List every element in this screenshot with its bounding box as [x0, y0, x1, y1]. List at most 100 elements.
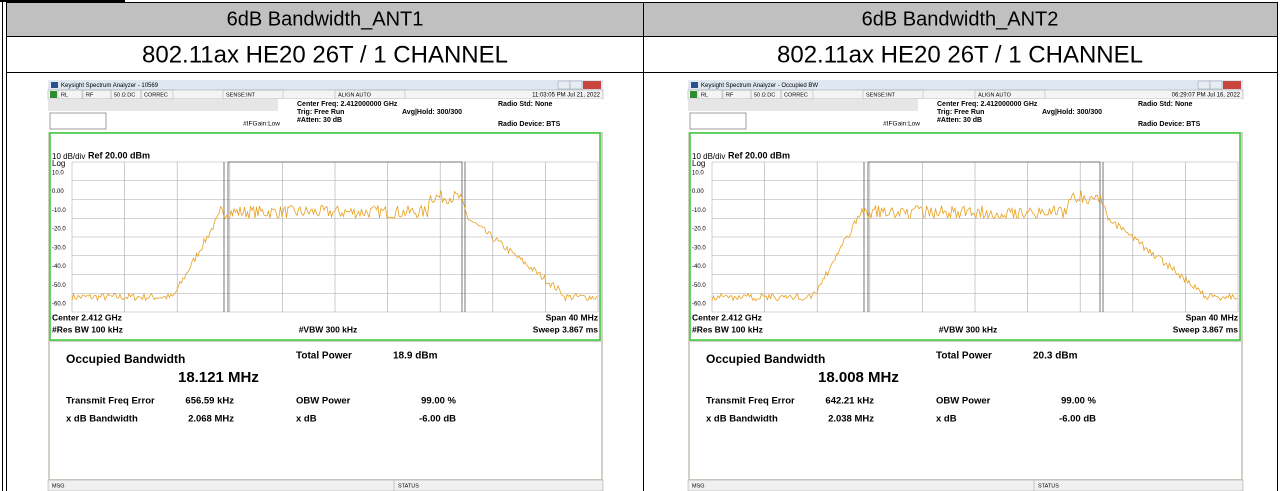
label: Span 40 MHz [546, 312, 598, 322]
label: Radio Device: BTS [498, 121, 561, 128]
close-button [583, 81, 601, 89]
label: OBW Power [296, 396, 351, 407]
label: -6.00 dB [419, 414, 456, 425]
label: #VBW 300 kHz [299, 324, 358, 334]
status-text: MSG [52, 483, 65, 489]
y-axis-label: -40.0 [692, 264, 706, 270]
label: Radio Std: None [1138, 101, 1193, 108]
toolbar-item: RL [701, 92, 708, 98]
y-axis-label: 10.0 [692, 170, 704, 176]
app-icon [51, 82, 58, 88]
label: Transmit Freq Error [66, 396, 155, 407]
status-bar [687, 479, 1244, 491]
status-text: STATUS [1038, 483, 1059, 489]
mode-icon [690, 91, 697, 98]
label: 2.038 MHz [828, 414, 874, 425]
label: x dB Bandwidth [706, 414, 778, 425]
label: 10 dB/div [692, 152, 725, 161]
label: #IFGain:Low [243, 121, 280, 128]
y-axis-label: -20.0 [692, 227, 706, 233]
label: 656.59 kHz [185, 396, 234, 407]
column-subtitle: 802.11ax HE20 26T / 1 CHANNEL [142, 41, 508, 68]
label: Radio Device: BTS [1138, 121, 1201, 128]
label: Log [52, 159, 65, 168]
label: 2.068 MHz [188, 414, 234, 425]
toolbar-item: ALIGN AUTO [338, 92, 372, 98]
label: Trig: Free Run [937, 109, 984, 116]
y-axis-label: -30.0 [52, 245, 66, 251]
label: x dB Bandwidth [66, 414, 138, 425]
toolbar-item: RL [61, 92, 68, 98]
label: Avg|Hold: 300/300 [1042, 109, 1102, 116]
close-button [1223, 81, 1241, 89]
y-axis-label: -50.0 [52, 283, 66, 289]
label: Transmit Freq Error [706, 396, 795, 407]
label: Span 40 MHz [1186, 312, 1238, 322]
timestamp: 11:03:05 PM Jul 21, 2022 [532, 93, 601, 99]
header-row [7, 2, 1278, 36]
label: #IFGain:Low [883, 121, 920, 128]
label: 99.00 % [421, 396, 456, 407]
status-bar [47, 479, 604, 491]
y-axis-label: -30.0 [692, 245, 706, 251]
info-shade [688, 99, 918, 111]
analyzer-screenshot: Keysight Spectrum Analyzer - Occupied BW… [687, 80, 1244, 491]
y-axis-label: -50.0 [692, 283, 706, 289]
label: 10 dB/div [52, 152, 85, 161]
toolbar-item: RF [86, 92, 94, 98]
window-title: Keysight Spectrum Analyzer - Occupied BW [701, 83, 818, 89]
label: #Res BW 100 kHz [692, 324, 763, 334]
y-axis-label: -10.0 [52, 208, 66, 214]
toolbar-item: CORREC [144, 92, 168, 98]
timestamp: 06:29:07 PM Jul 16, 2022 [1172, 93, 1241, 99]
label: #VBW 300 kHz [939, 324, 998, 334]
y-axis-label: 0.00 [692, 189, 704, 195]
label: Sweep 3.867 ms [533, 324, 598, 334]
input-box [689, 112, 747, 130]
toolbar-item: RF [726, 92, 734, 98]
status-text: STATUS [398, 483, 419, 489]
label: 642.21 kHz [825, 396, 874, 407]
toolbar-item: 50 Ω DC [114, 92, 135, 98]
label: 18.008 MHz [818, 369, 899, 386]
label: Ref 20.00 dBm [88, 150, 150, 160]
y-axis-label: -40.0 [52, 264, 66, 270]
max-button [1209, 80, 1223, 90]
label: #Atten: 30 dB [297, 117, 342, 124]
label: Log [692, 159, 705, 168]
max-button [569, 80, 583, 90]
label: Occupied Bandwidth [706, 352, 825, 366]
label: Occupied Bandwidth [66, 352, 185, 366]
title-bar [688, 80, 1243, 90]
mode-icon [50, 91, 57, 98]
label: #Atten: 30 dB [937, 117, 982, 124]
y-axis-label: 0.00 [52, 189, 64, 195]
info-shade [48, 99, 278, 111]
toolbar-item: 50 Ω DC [754, 92, 775, 98]
label: Ref 20.00 dBm [728, 150, 790, 160]
label: OBW Power [936, 396, 991, 407]
graph-area [49, 132, 601, 341]
label: Center Freq: 2.412000000 GHz [937, 101, 1038, 108]
label: -6.00 dB [1059, 414, 1096, 425]
y-axis-label: -10.0 [692, 208, 706, 214]
y-axis-label: -60.0 [52, 302, 66, 308]
column-subtitle: 802.11ax HE20 26T / 1 CHANNEL [777, 41, 1143, 68]
title-bar [48, 80, 603, 90]
toolbar-item: CORREC [784, 92, 808, 98]
y-axis-label: 10.0 [52, 170, 64, 176]
label: Center Freq: 2.412000000 GHz [297, 101, 398, 108]
label: Radio Std: None [498, 101, 553, 108]
label: x dB [296, 414, 317, 425]
status-text: MSG [692, 483, 705, 489]
results-area [690, 342, 1241, 479]
window-title: Keysight Spectrum Analyzer - 10569 [61, 83, 159, 89]
label: Total Power [936, 351, 992, 362]
spectrum-trace [71, 190, 598, 303]
app-icon [691, 82, 698, 88]
label: Center 2.412 GHz [692, 312, 762, 322]
y-axis-label: -20.0 [52, 227, 66, 233]
graph-area [689, 132, 1241, 341]
toolbar-item: SENSE:INT [866, 92, 896, 98]
